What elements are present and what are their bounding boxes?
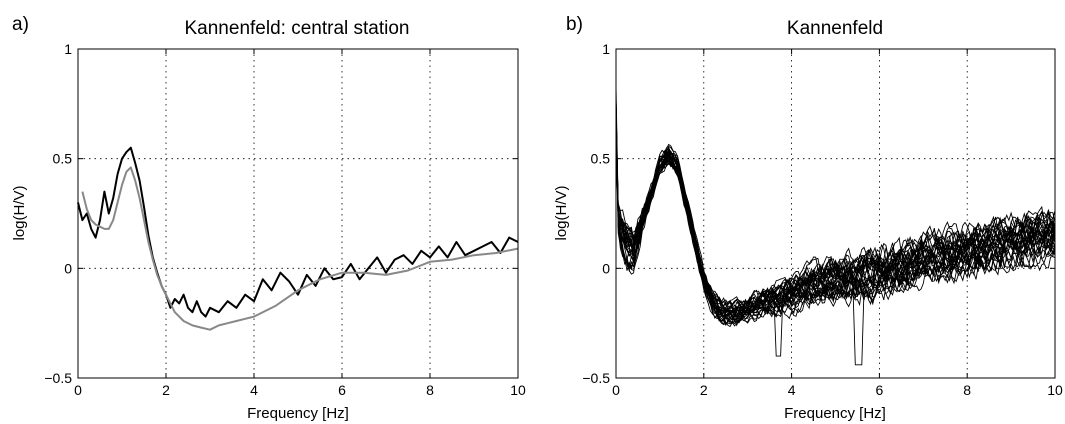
x-tick-label: 0 xyxy=(612,382,620,398)
y-tick-label: 0 xyxy=(602,260,610,276)
series-line xyxy=(77,146,519,318)
panel-b-y-ticks: −0.5 0 0.5 1 xyxy=(582,41,1055,386)
x-tick-label: 8 xyxy=(426,382,434,398)
panel-b-x-axis-label: Frequency [Hz] xyxy=(784,405,886,422)
x-tick-label: 6 xyxy=(876,382,884,398)
x-tick-label: 4 xyxy=(788,382,796,398)
series-line xyxy=(615,124,1056,311)
panel-a-label: a) xyxy=(12,14,29,35)
x-tick-label: 4 xyxy=(250,382,258,398)
x-tick-label: 0 xyxy=(74,382,82,398)
series-line xyxy=(615,125,1056,327)
y-tick-label: −0.5 xyxy=(582,370,610,386)
panel-b-x-ticks: 0 2 4 6 8 10 xyxy=(612,49,1063,398)
series-line xyxy=(81,166,519,331)
panel-b-frame xyxy=(615,48,1056,379)
panel-a-title: Kannenfeld: central station xyxy=(185,18,410,39)
y-tick-label: 1 xyxy=(64,41,72,57)
panel-a-frame xyxy=(77,48,519,379)
y-tick-label: 0 xyxy=(64,260,72,276)
panel-b-label: b) xyxy=(566,14,583,35)
y-tick-label: 0.5 xyxy=(53,151,73,167)
x-tick-label: 2 xyxy=(162,382,170,398)
x-tick-label: 6 xyxy=(338,382,346,398)
panel-b: b) Kannenfeld 0 2 4 6 8 10 −0.500.51 Frequenc… xyxy=(553,14,1063,422)
panel-a-x-ticks: 0 2 4 6 8 10 xyxy=(74,49,526,398)
y-tick-label: −0.5 xyxy=(44,370,72,386)
series-line xyxy=(615,117,1056,307)
panel-a-x-axis-label: Frequency [Hz] xyxy=(247,405,349,422)
x-tick-label: 10 xyxy=(510,382,526,398)
series-line xyxy=(615,100,1056,366)
panel-b-grid xyxy=(616,49,1055,378)
series-line xyxy=(615,110,1056,357)
panel-a-lines xyxy=(77,146,519,331)
panel-b-lines xyxy=(615,85,1056,366)
x-tick-label: 10 xyxy=(1047,382,1063,398)
panel-a-y-axis-label: log(H/V) xyxy=(11,185,28,240)
panel-b-title: Kannenfeld xyxy=(787,18,883,39)
series-line xyxy=(615,117,1056,312)
panel-a: a) Kannenfeld: central station 0 2 4 6 8 10 −… xyxy=(11,14,526,422)
panel-a-y-ticks: −0.5 0 0.5 1 xyxy=(44,41,518,386)
panel-b-y-axis-label: log(H/V) xyxy=(553,185,570,240)
series-line xyxy=(615,101,1056,324)
x-tick-label: 2 xyxy=(700,382,708,398)
x-tick-label: 8 xyxy=(963,382,971,398)
y-tick-label: 1 xyxy=(602,41,610,57)
panel-a-grid xyxy=(78,49,518,378)
y-tick-label: 0.5 xyxy=(591,151,611,167)
